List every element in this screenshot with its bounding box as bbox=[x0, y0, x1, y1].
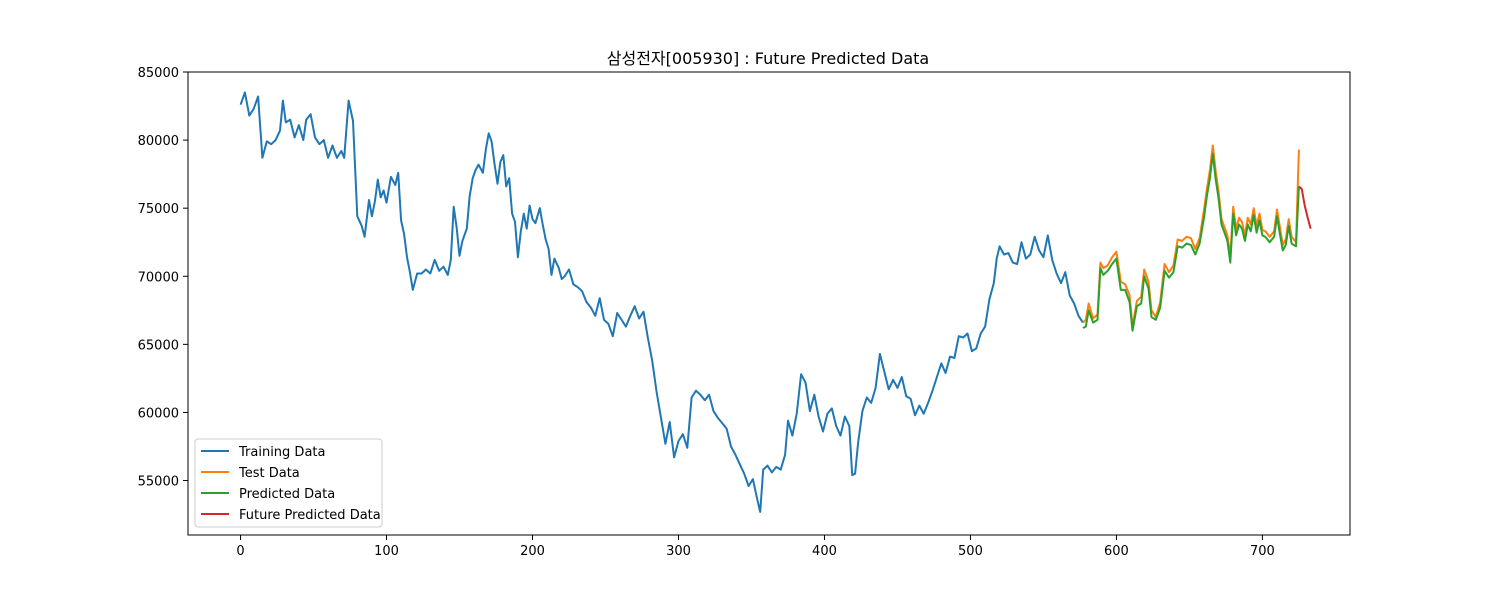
y-tick-label: 70000 bbox=[138, 270, 179, 285]
x-axis: 0 100 200 300 400 500 600 700 bbox=[236, 535, 1275, 559]
x-tick-label: 100 bbox=[374, 544, 399, 559]
series-line-training-data bbox=[239, 91, 1084, 513]
x-tick-label: 300 bbox=[666, 544, 691, 559]
y-tick-label: 75000 bbox=[138, 202, 179, 217]
plot-area bbox=[187, 71, 1351, 536]
series-line-test-data bbox=[1082, 144, 1300, 328]
plot-frame bbox=[187, 71, 1351, 536]
series-line-predicted-data bbox=[1082, 152, 1300, 332]
y-tick-label: 85000 bbox=[138, 66, 179, 81]
y-tick-label: 55000 bbox=[138, 475, 179, 490]
x-tick-label: 400 bbox=[812, 544, 837, 559]
series-line-future-predicted-data bbox=[1298, 185, 1312, 229]
x-tick-label: 200 bbox=[520, 544, 545, 559]
legend-box bbox=[194, 438, 383, 528]
legend-label-future-predicted-data: Future Predicted Data bbox=[239, 508, 381, 523]
x-tick-label: 600 bbox=[1104, 544, 1129, 559]
legend-label-training-data: Training Data bbox=[238, 445, 325, 460]
y-axis: 55000 60000 65000 70000 75000 80000 85000 bbox=[138, 66, 188, 490]
series-group bbox=[239, 91, 1312, 513]
x-tick-label: 0 bbox=[236, 544, 244, 559]
y-tick-label: 80000 bbox=[138, 134, 179, 149]
y-tick-label: 60000 bbox=[138, 406, 179, 421]
x-tick-label: 500 bbox=[958, 544, 983, 559]
legend-label-predicted-data: Predicted Data bbox=[239, 487, 335, 502]
y-tick-label: 65000 bbox=[138, 338, 179, 353]
chart-title: 삼성전자[005930] : Future Predicted Data bbox=[607, 49, 929, 68]
legend-label-test-data: Test Data bbox=[238, 466, 300, 481]
legend: Training Data Test Data Predicted Data Futu… bbox=[194, 438, 383, 528]
x-tick-label: 700 bbox=[1250, 544, 1275, 559]
